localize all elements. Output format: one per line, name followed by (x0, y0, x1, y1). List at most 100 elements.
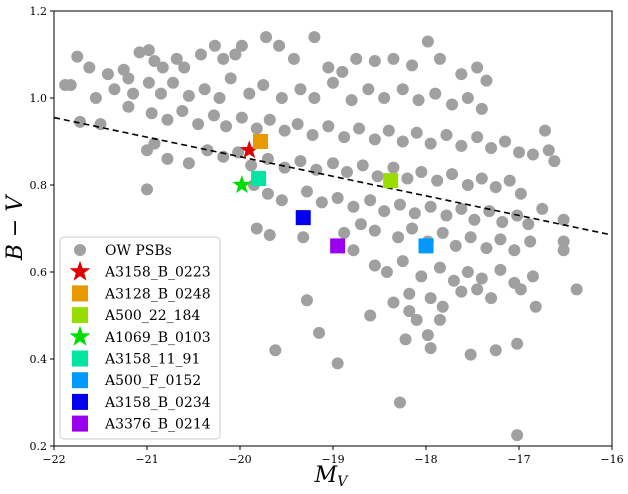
y-tick-label: 0.4 (30, 353, 48, 366)
legend-label: A3158_B_0234 (104, 395, 211, 411)
legend-label: A3376_B_0214 (104, 417, 211, 433)
ow-psb-point (499, 135, 512, 148)
ow-psb-point (182, 89, 195, 102)
ow-psb-point (378, 205, 391, 218)
ow-psb-point (368, 133, 381, 146)
legend: OW PSBs A3158_B_0223 A3128_B_0248 A500_22_1… (59, 236, 221, 440)
x-tick-label: −18 (414, 453, 437, 466)
ow-psb-point (294, 155, 307, 168)
ow-psb-point (275, 92, 288, 104)
ow-psb-point (514, 187, 527, 200)
ow-psb-point (141, 183, 153, 196)
a1069-b-0103-point (232, 175, 252, 194)
ow-psb-point (392, 231, 405, 244)
ow-psb-point (260, 31, 273, 44)
ow-psb-point (278, 124, 291, 137)
x-tick-label: −17 (507, 453, 530, 466)
y-tick-label: 1.2 (30, 5, 48, 18)
ow-psb-point (513, 146, 525, 159)
ow-psb-point (570, 283, 583, 296)
ow-psb-point (83, 61, 96, 74)
ow-psb-point (380, 266, 393, 278)
ow-psb-point (133, 46, 146, 59)
ow-psb-point (89, 92, 102, 104)
ow-psb-point (350, 52, 363, 65)
ow-psb-point (424, 200, 437, 213)
highlight-points (232, 134, 434, 254)
ow-psb-point (194, 48, 207, 61)
ow-psb-point (496, 215, 509, 228)
ow-psb-point (406, 59, 419, 72)
ow-psb-point (557, 235, 570, 248)
ow-psb-point (387, 296, 400, 309)
ow-psb-point (387, 52, 400, 65)
legend-label: A3128_B_0248 (104, 286, 211, 302)
ow-psb-point (433, 261, 446, 274)
ow-psb-point (461, 179, 474, 191)
ow-psb-point (446, 98, 459, 111)
ow-psb-point (406, 222, 419, 235)
ow-psb-point (471, 131, 484, 144)
ow-psb-point (224, 72, 237, 85)
ow-psb-point (313, 326, 326, 339)
x-axis-label: MV (314, 463, 350, 490)
ow-psb-point (331, 192, 344, 205)
ow-psb-point (557, 213, 570, 226)
legend-box (59, 236, 221, 440)
ow-psb-point (557, 244, 570, 257)
ow-psb-point (412, 94, 425, 107)
ow-psb-point (447, 274, 460, 287)
ow-psb-point (217, 52, 230, 65)
ow-psb-point (327, 157, 339, 170)
legend-label: A3158_11_91 (104, 352, 200, 368)
ow-psb-point (542, 144, 555, 157)
ow-psb-point (368, 259, 381, 272)
legend-marker (72, 393, 88, 410)
legend-label: A500_F_0152 (104, 373, 201, 389)
ow-psb-point (489, 181, 502, 194)
ow-psb-point (424, 292, 437, 305)
ow-psb-point (403, 305, 416, 318)
ow-psb-point (178, 61, 191, 74)
ow-psb-point (539, 124, 552, 137)
ow-psb-point (440, 128, 453, 141)
ow-psb-point (297, 231, 310, 244)
ow-psb-point (548, 155, 561, 168)
ow-psb-point (217, 150, 230, 163)
ow-psb-point (308, 31, 321, 44)
x-tick-label: −22 (42, 453, 65, 466)
ow-psb-point (208, 39, 221, 52)
ow-psb-point (235, 111, 248, 124)
ow-psb-point (356, 159, 369, 172)
ow-psb-point (440, 209, 453, 222)
ow-psb-point (415, 270, 428, 283)
ow-psb-point (475, 172, 488, 185)
ow-psb-point (148, 137, 161, 150)
ow-psb-point (433, 52, 446, 65)
ow-psb-point (399, 333, 412, 346)
ow-psb-point (338, 131, 351, 144)
ow-psb-point (401, 172, 414, 185)
ow-psb-point (127, 87, 140, 100)
ow-psb-point (122, 100, 135, 113)
ow-psb-point (455, 285, 468, 298)
ow-psb-point (436, 226, 449, 239)
ow-psb-point (170, 52, 183, 65)
x-tick-label: −19 (321, 453, 344, 466)
ow-psb-point (508, 244, 521, 257)
legend-marker (72, 307, 88, 324)
ow-psb-point (368, 224, 381, 237)
ow-psb-point (421, 329, 434, 342)
y-tick-label: 0.6 (30, 266, 48, 279)
ow-psb-point (192, 118, 205, 131)
legend-label: A3158_B_0223 (104, 265, 211, 281)
ow-psb-point (300, 185, 313, 198)
legend-marker (69, 260, 91, 281)
ow-psb-point (511, 429, 524, 442)
ow-psb-point (250, 122, 263, 135)
ow-psb-point (291, 118, 304, 131)
ow-psb-point (142, 76, 155, 89)
y-tick-label: 1.0 (30, 92, 48, 105)
legend-label: A500_22_184 (104, 308, 200, 324)
ow-psb-point (431, 174, 444, 187)
